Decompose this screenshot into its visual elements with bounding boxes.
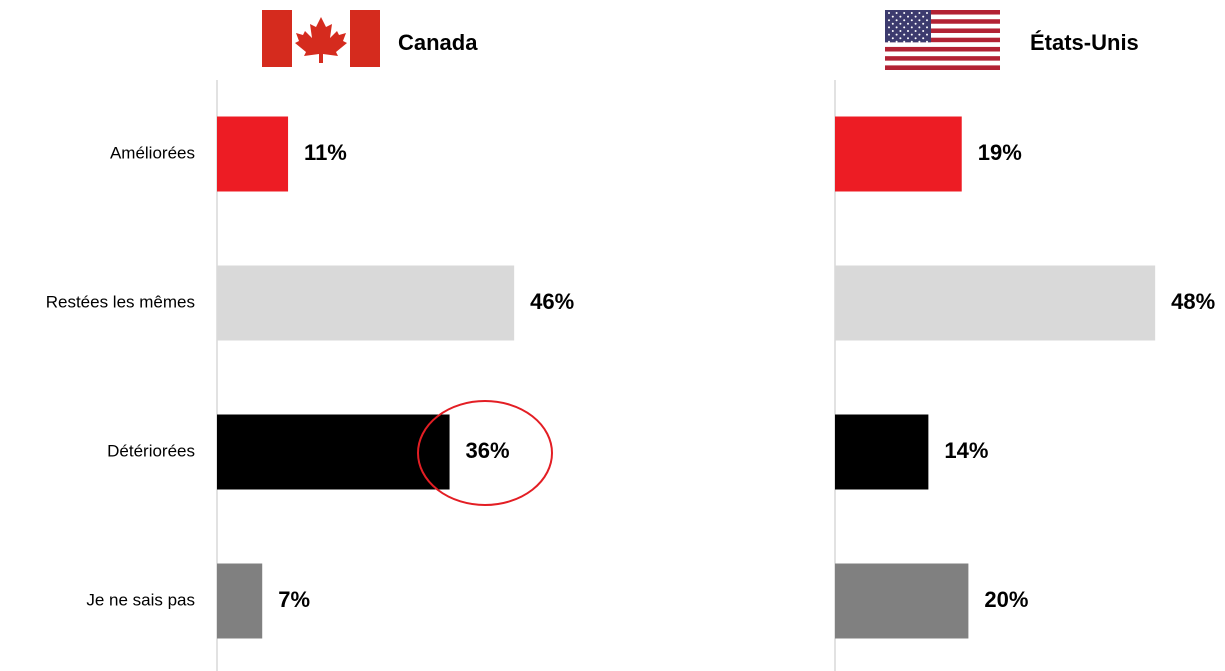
bar <box>217 414 450 490</box>
category-label: Détériorées <box>107 441 195 460</box>
value-label: 19% <box>978 140 1022 165</box>
category-label: Restées les mêmes <box>46 292 195 311</box>
bar <box>835 116 962 192</box>
panel-title: Canada <box>398 30 478 55</box>
value-label: 20% <box>984 587 1028 612</box>
value-label: 11% <box>304 140 347 165</box>
value-label: 36% <box>466 438 510 463</box>
bar <box>835 265 1156 341</box>
bar <box>835 563 969 639</box>
category-label: Améliorées <box>110 143 195 162</box>
highlight-circle <box>417 400 553 506</box>
category-label: Je ne sais pas <box>86 590 195 609</box>
value-label: 7% <box>278 587 310 612</box>
bar <box>217 265 515 341</box>
value-label: 48% <box>1171 289 1215 314</box>
bar <box>217 116 289 192</box>
bar <box>835 414 929 490</box>
value-label: 14% <box>944 438 988 463</box>
panel-title: États-Unis <box>1030 30 1139 55</box>
bar <box>217 563 263 639</box>
canada-flag <box>262 10 380 67</box>
value-label: 46% <box>530 289 574 314</box>
us-flag <box>885 10 1000 70</box>
